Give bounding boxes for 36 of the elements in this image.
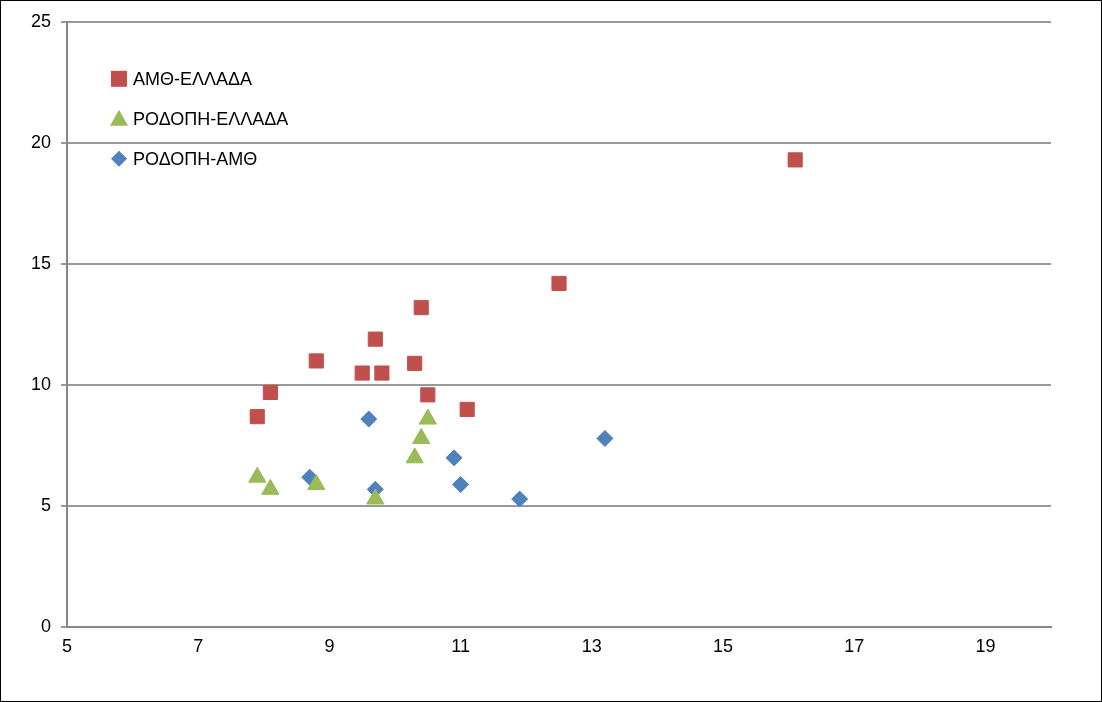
point — [262, 384, 278, 400]
point — [511, 490, 529, 508]
point — [452, 475, 470, 493]
x-tick-label: 7 — [193, 636, 204, 657]
y-tick-label: 10 — [30, 374, 52, 395]
point — [308, 353, 324, 369]
x-tick-label: 5 — [62, 636, 73, 657]
y-tick-label: 0 — [41, 616, 52, 637]
y-tick-label: 25 — [30, 10, 52, 31]
legend-label: ΡΟΔΟΠΗ-ΑΜΘ — [133, 148, 258, 169]
point — [367, 331, 383, 347]
point — [405, 447, 424, 464]
x-tick-label: 19 — [975, 636, 996, 657]
legend-label: ΡΟΔΟΠΗ-ΕΛΛΑΔΑ — [133, 108, 289, 129]
legend-label: ΑΜΘ-ΕΛΛΑΔΑ — [133, 68, 253, 89]
point — [413, 300, 429, 316]
point — [354, 365, 370, 381]
point — [420, 387, 436, 403]
x-tick-label: 9 — [324, 636, 335, 657]
point — [445, 449, 463, 467]
y-tick-label: 15 — [30, 253, 52, 274]
x-tick-label: 11 — [451, 636, 470, 657]
point — [366, 488, 385, 505]
point — [459, 401, 475, 417]
y-tick-label: 20 — [30, 131, 52, 152]
x-tick-label: 17 — [844, 636, 865, 657]
point — [407, 355, 423, 371]
point — [374, 365, 390, 381]
x-tick-label: 15 — [712, 636, 734, 657]
point — [787, 152, 803, 168]
y-tick-label: 5 — [41, 495, 52, 516]
point — [360, 410, 378, 428]
x-tick-label: 13 — [581, 636, 602, 657]
point — [596, 429, 614, 447]
point — [551, 275, 567, 291]
point — [249, 409, 265, 425]
